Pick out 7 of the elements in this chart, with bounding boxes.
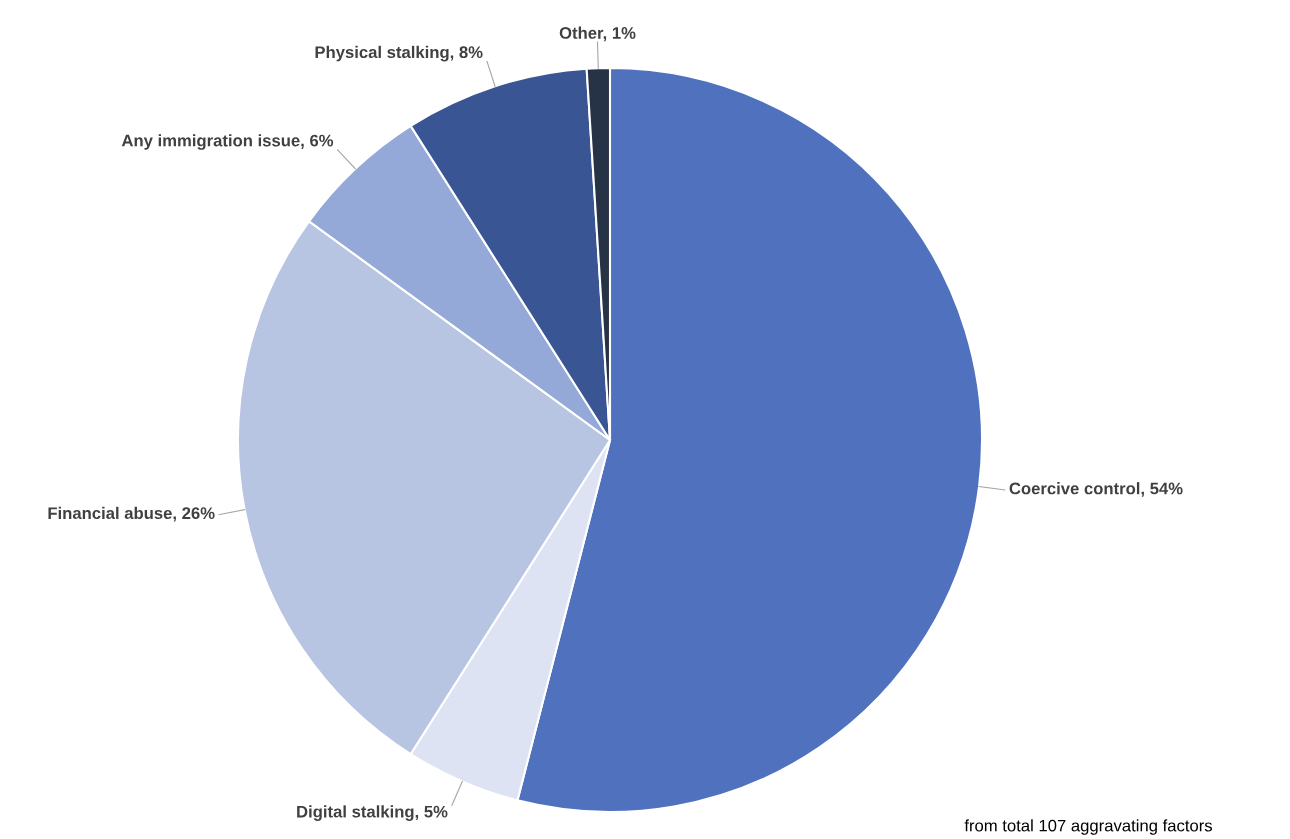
text: from total 107 aggravating factors: [964, 819, 1213, 835]
slice-label: Any immigration issue, 6%: [121, 134, 334, 150]
slice-label: Other, 1%: [559, 26, 636, 42]
slice-label: Coercive control, 54%: [1009, 482, 1183, 497]
slice-label: Physical stalking, 8%: [315, 45, 483, 62]
slice-label: Financial abuse, 26%: [48, 506, 215, 522]
slice-label: Digital stalking, 5%: [297, 805, 448, 821]
